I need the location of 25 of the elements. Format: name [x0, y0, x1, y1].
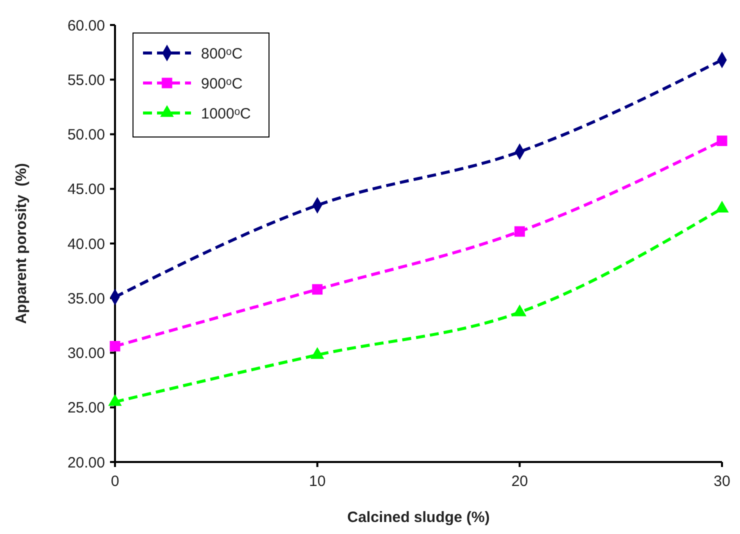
x-axis-title: Calcined sludge (%) [347, 509, 490, 526]
legend-label: 800ᵒC [201, 45, 243, 62]
y-tick-label: 20.00 [67, 454, 105, 472]
y-tick-label: 30.00 [67, 345, 105, 362]
y-tick-label: 25.00 [67, 400, 105, 417]
point [310, 347, 324, 359]
point [110, 340, 120, 352]
x-tick-label: 10 [308, 473, 326, 490]
y-tick-label: 40.00 [67, 236, 105, 253]
point [512, 304, 526, 316]
x-tick-label: 0 [110, 473, 120, 490]
point [108, 394, 122, 406]
point [716, 136, 728, 146]
y-tick-label: 45.00 [67, 181, 105, 198]
x-tick-label: 30 [714, 473, 730, 490]
y-tick-label: 50.00 [67, 126, 105, 144]
x-tick-label: 20 [511, 473, 528, 490]
legend-label: 900ᵒC [201, 75, 243, 92]
legend-label: 1000ᵒC [201, 105, 252, 122]
y-axis-title: Apparent porosity (%) [13, 163, 30, 324]
point [514, 226, 525, 237]
point [312, 284, 323, 295]
y-tick-label: 55.00 [67, 72, 105, 89]
y-tick-label: 35.00 [67, 290, 105, 308]
y-tick-label: 60.00 [67, 17, 105, 34]
